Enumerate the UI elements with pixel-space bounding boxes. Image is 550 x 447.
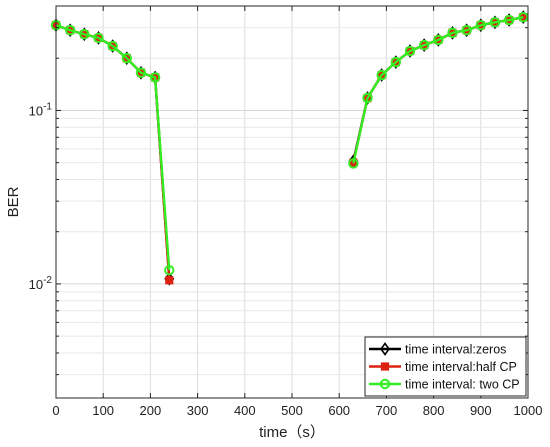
y-tick-base: 10 <box>29 103 43 118</box>
data-point <box>433 34 444 46</box>
y-tick-label: 10-2 <box>29 275 53 292</box>
data-point <box>79 29 90 40</box>
data-point <box>135 67 147 78</box>
data-point <box>93 32 104 44</box>
data-point <box>362 92 373 104</box>
data-point <box>390 56 402 68</box>
series-line <box>352 15 524 164</box>
legend-item: time interval: two CP <box>369 378 520 392</box>
data-point <box>489 17 501 28</box>
legend-label: time interval:zeros <box>405 343 506 357</box>
series-layer <box>50 10 529 286</box>
data-point <box>503 14 515 26</box>
data-point <box>418 39 430 51</box>
x-tick-label: 1000 <box>514 403 543 418</box>
data-point <box>149 72 161 83</box>
data-point <box>348 158 359 169</box>
x-tick-label: 200 <box>140 403 162 418</box>
x-tick-label: 100 <box>92 403 114 418</box>
legend-marker <box>380 342 390 356</box>
x-tick-label: 900 <box>470 403 492 418</box>
data-point <box>164 264 175 276</box>
data-point <box>461 25 472 36</box>
x-tick-label: 700 <box>376 403 398 418</box>
data-point <box>447 27 458 39</box>
legend-label: time interval: two CP <box>405 378 520 392</box>
data-point <box>121 53 133 64</box>
data-point <box>165 276 174 285</box>
legend: time interval:zeros time interval:half CP… <box>364 336 527 397</box>
data-point <box>64 25 76 36</box>
data-point <box>475 20 486 31</box>
y-axis-title: BER <box>5 186 22 217</box>
x-tick-label: 0 <box>52 403 59 418</box>
x-tick-label: 500 <box>281 403 303 418</box>
data-point <box>107 40 118 52</box>
series-3 <box>50 11 529 276</box>
y-tick-base: 10 <box>29 277 43 292</box>
data-point <box>376 69 387 81</box>
x-tick-label: 300 <box>187 403 209 418</box>
legend-item: time interval:half CP <box>369 360 517 374</box>
data-point <box>404 45 416 57</box>
y-tick-exponent: -2 <box>43 275 52 286</box>
y-tick-label: 10-1 <box>29 101 53 118</box>
y-tick-exponent: -1 <box>43 101 52 112</box>
x-tick-label: 600 <box>328 403 350 418</box>
x-axis-title: time（s） <box>259 424 325 441</box>
legend-marker <box>380 362 390 371</box>
legend-item: time interval:zeros <box>369 342 506 357</box>
x-tick-label: 400 <box>234 403 256 418</box>
legend-label: time interval:half CP <box>405 360 517 374</box>
legend-marker <box>379 378 391 390</box>
x-tick-label: 800 <box>423 403 445 418</box>
data-point <box>518 11 529 23</box>
